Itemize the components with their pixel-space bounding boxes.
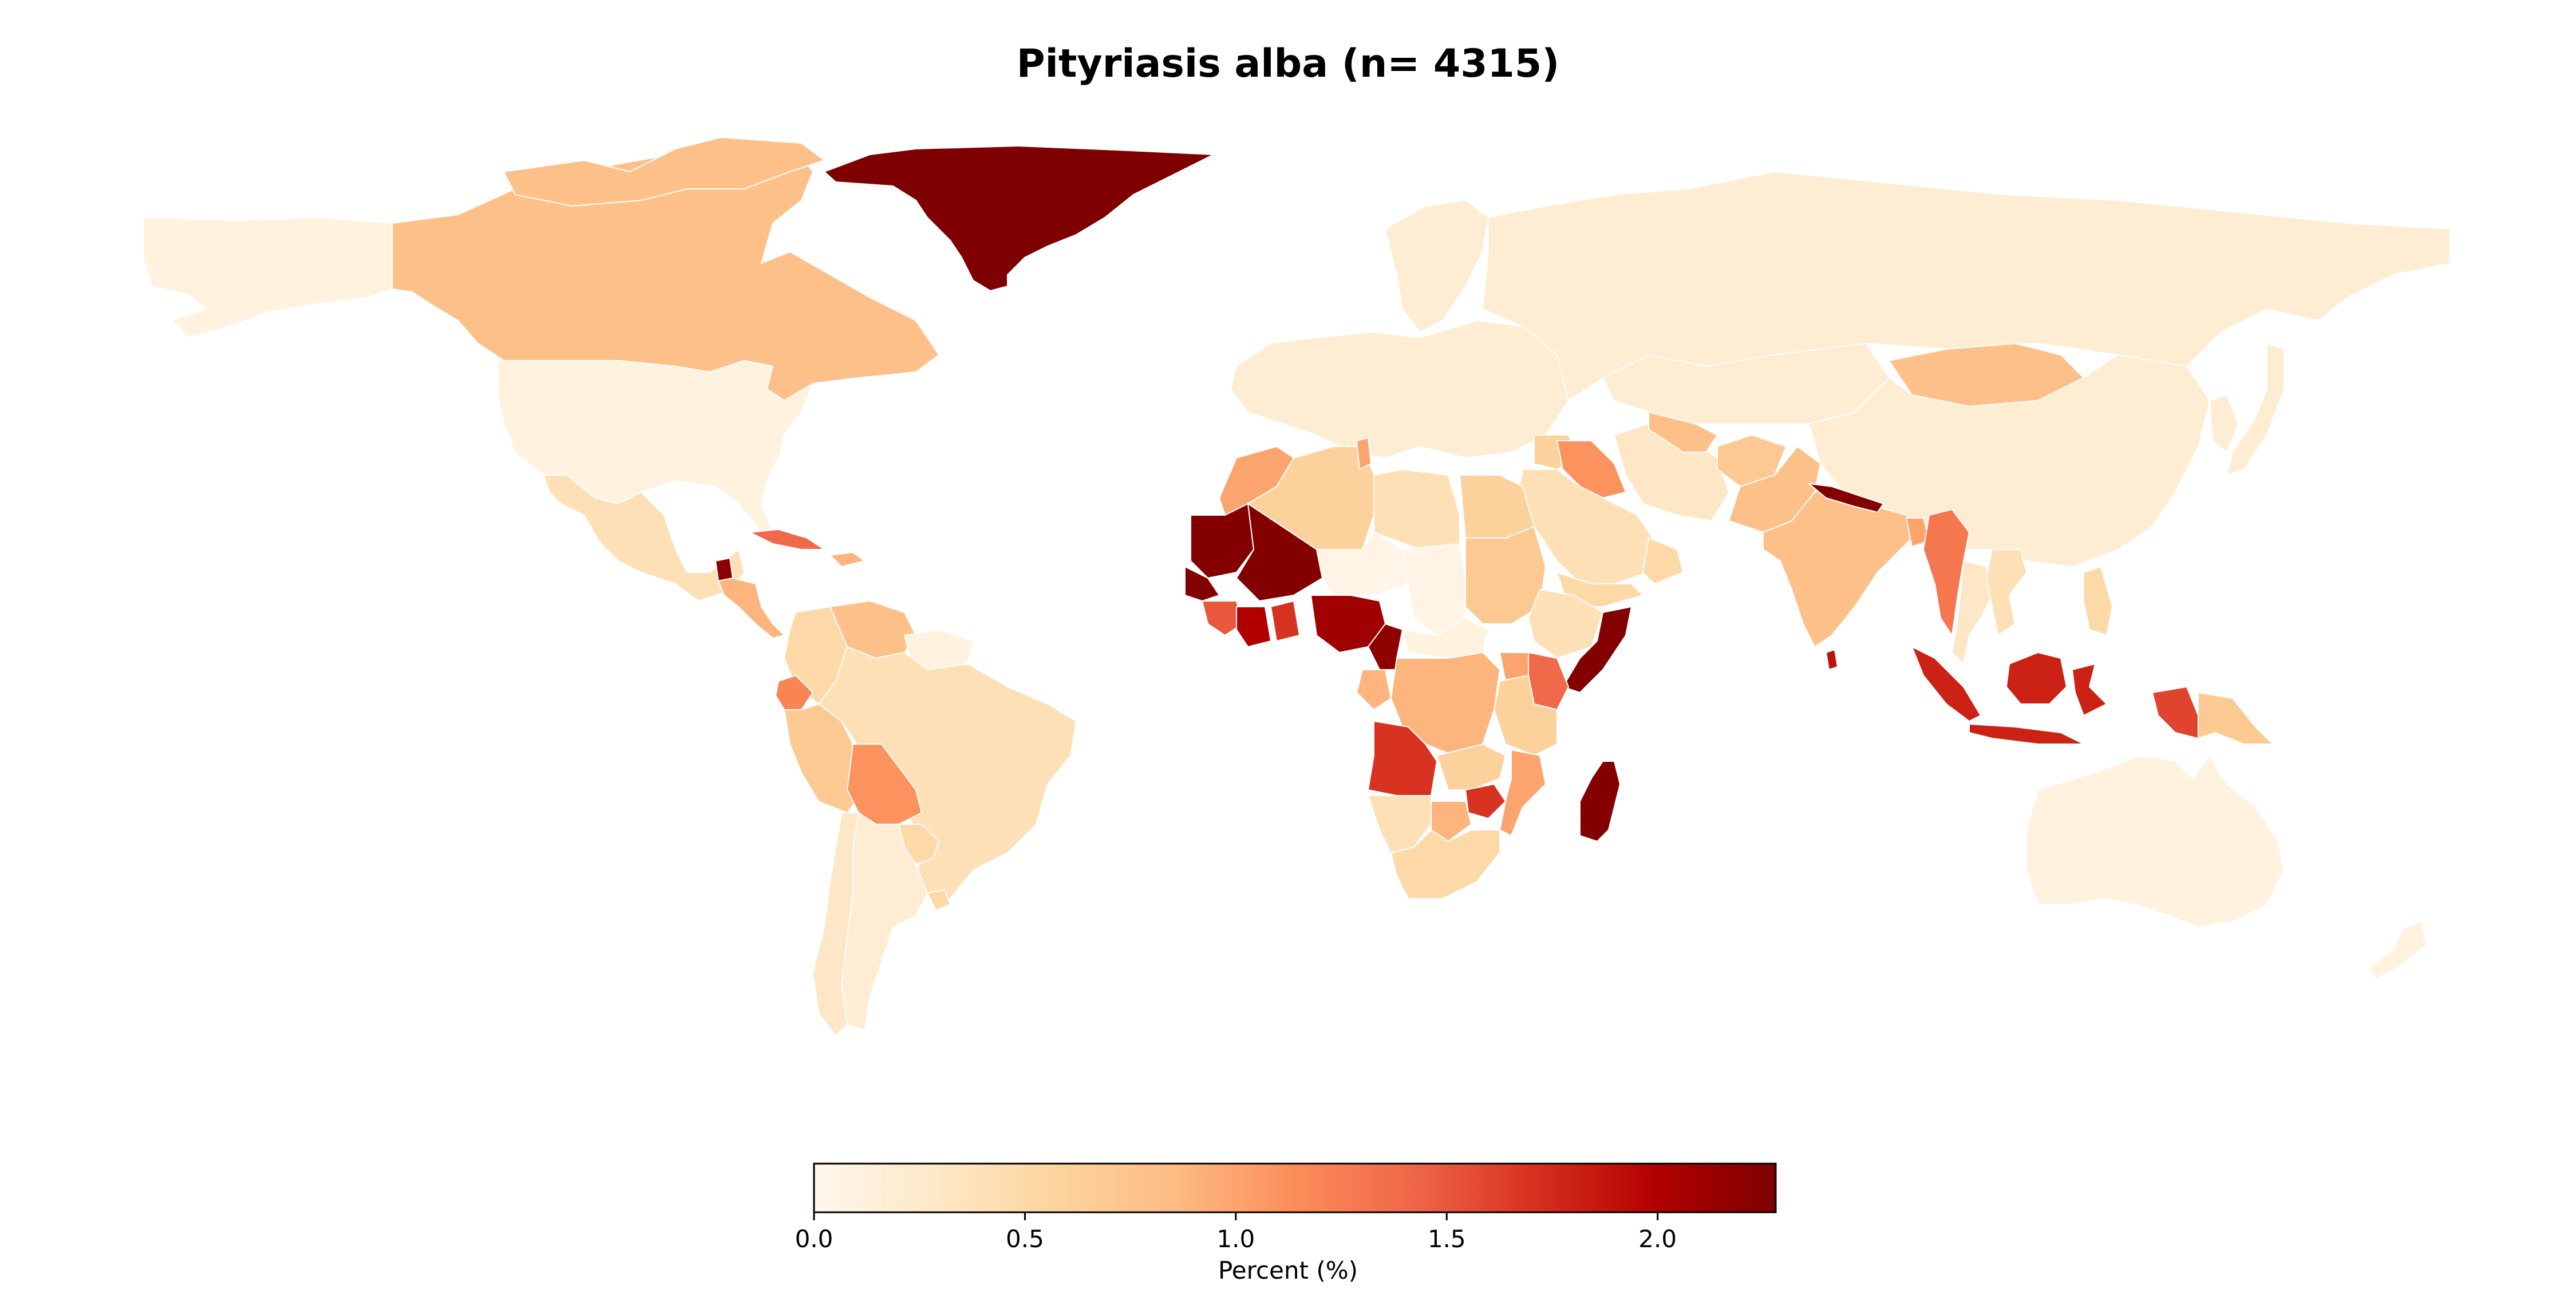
region-ghana [1270, 600, 1301, 642]
region-kenya [1528, 651, 1570, 711]
region-south-africa [1390, 829, 1500, 899]
region-gabon [1356, 669, 1392, 711]
region-indonesia-sulawesi [2071, 663, 2108, 717]
region-mozambique [1499, 749, 1547, 837]
region-mexico [543, 474, 745, 602]
region-cote-divoire [1236, 606, 1272, 648]
region-uruguay [926, 889, 951, 911]
region-chile [812, 812, 860, 1037]
region-scandinavia [1384, 199, 1490, 333]
region-russia [1481, 171, 2451, 402]
colorbar [813, 1162, 1777, 1220]
region-chad [1401, 543, 1466, 636]
region-indonesia-java [1969, 723, 2084, 745]
region-indonesia-sumatra [1911, 645, 1982, 722]
region-senegal [1184, 566, 1220, 602]
region-central-african-republic [1401, 617, 1490, 659]
region-guinea [1201, 600, 1243, 636]
colorbar-tick-label: 0.0 [795, 1225, 833, 1253]
region-turkmenistan [1648, 411, 1718, 453]
region-sri-lanka [1825, 648, 1839, 671]
region-caribbean [828, 551, 866, 568]
region-nepal [1807, 483, 1884, 513]
region-somalia [1562, 606, 1633, 694]
region-indonesia-papua [2151, 686, 2199, 739]
region-zimbabwe [1464, 783, 1507, 820]
region-greenland [823, 145, 1216, 292]
region-new-zealand [2369, 920, 2428, 980]
colorbar-tick-label: 0.5 [1006, 1225, 1044, 1253]
region-cuba [748, 528, 827, 550]
region-japan [2226, 342, 2285, 476]
region-tanzania [1493, 674, 1558, 757]
region-mauritania [1190, 503, 1255, 579]
region-vietnam [1985, 549, 2028, 636]
region-madagascar [1579, 761, 1621, 843]
region-guatemala [714, 557, 734, 582]
region-korea [2208, 394, 2239, 453]
colorbar-label: Percent (%) [1218, 1256, 1358, 1284]
region-ethiopia [1527, 588, 1604, 659]
region-libya [1373, 468, 1460, 551]
colorbar-tick-label: 2.0 [1638, 1225, 1677, 1253]
region-zambia [1436, 743, 1507, 790]
region-namibia [1367, 795, 1432, 854]
region-myanmar [1922, 508, 1970, 637]
colorbar-tick-label: 1.0 [1216, 1225, 1255, 1253]
region-botswana [1431, 801, 1472, 843]
region-canada-arctic-islands [503, 136, 826, 207]
region-oman [1642, 537, 1684, 585]
colorbar-bar [813, 1162, 1777, 1213]
region-central-america [717, 577, 785, 639]
colorbar-tick-label: 1.5 [1427, 1225, 1466, 1253]
colorbar-ticks [813, 1212, 1659, 1220]
region-bolivia [846, 744, 923, 825]
country-layer [143, 136, 2451, 1037]
region-philippines [2083, 566, 2113, 636]
region-tunisia [1356, 437, 1372, 470]
region-alaska [143, 216, 393, 339]
region-australia [2026, 754, 2285, 928]
region-papua-new-guinea [2198, 691, 2274, 745]
region-iraq [1556, 440, 1627, 499]
map-title: Pityriasis alba (n= 4315) [1016, 41, 1560, 86]
region-europe [1230, 319, 1570, 459]
region-mali [1235, 502, 1323, 602]
region-indonesia-borneo [2005, 651, 2068, 705]
